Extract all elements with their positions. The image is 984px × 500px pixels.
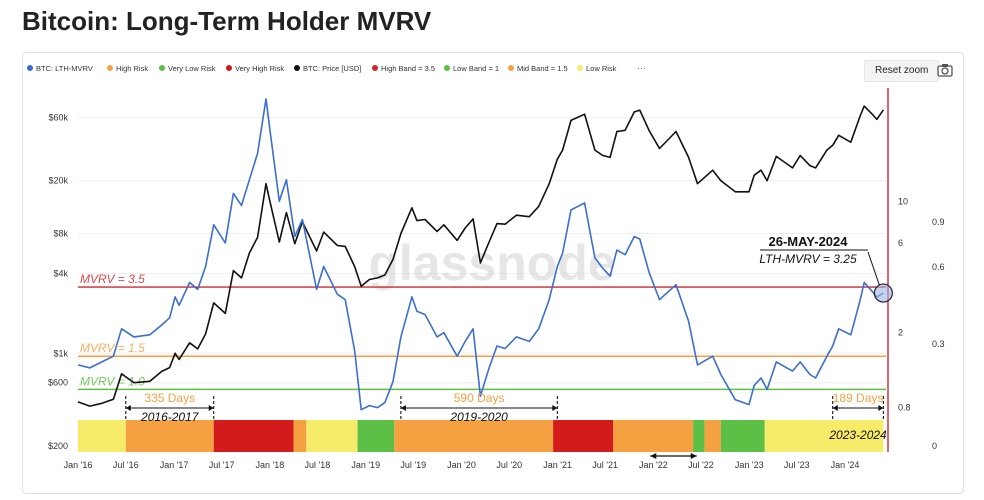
camera-icon[interactable]: [936, 62, 954, 78]
page-title: Bitcoin: Long-Term Holder MVRV: [22, 6, 432, 36]
chart-panel: [22, 52, 964, 494]
reset-zoom-button[interactable]: Reset zoom: [864, 60, 940, 82]
